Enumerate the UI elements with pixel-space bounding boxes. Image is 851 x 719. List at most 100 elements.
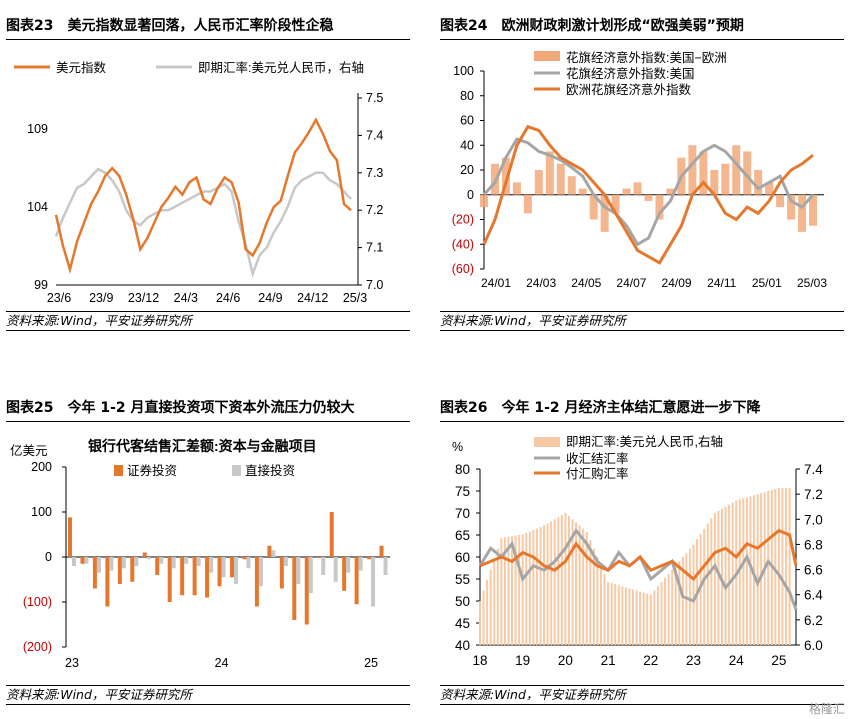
legend-label-usdcny: 即期汇率:美元兑人民币，右轴 xyxy=(198,60,364,75)
bar-spot-rate xyxy=(742,498,745,645)
bar-spot-rate xyxy=(589,540,592,645)
area-bar-us-minus-eu xyxy=(754,170,763,195)
x-tick-label: 20 xyxy=(558,653,573,668)
x-tick-label: 24/3 xyxy=(174,291,198,305)
area-bar-us-minus-eu xyxy=(545,151,554,195)
y-left-tick-label: 40 xyxy=(455,638,470,653)
series-line-purchase xyxy=(479,528,798,582)
y-right-tick-label: 7.5 xyxy=(366,91,383,105)
bar-spot-rate xyxy=(781,487,784,645)
y-right-tick-label: 7.3 xyxy=(366,166,383,180)
x-tick-label: 18 xyxy=(472,653,487,668)
area-bar-us-minus-eu xyxy=(732,145,741,195)
y-tick-label: (60) xyxy=(452,262,474,276)
y-right-tick-label: 7.4 xyxy=(366,128,383,142)
y-tick-label: (200) xyxy=(23,640,52,654)
figure-26-source: 资料来源:Wind，平安证券研究所 xyxy=(440,685,844,705)
bar-spot-rate xyxy=(724,506,727,645)
x-tick-label: 22 xyxy=(643,653,658,668)
bar-spot-rate xyxy=(646,593,649,645)
bar-spot-rate xyxy=(745,497,748,645)
area-bar-us-minus-eu xyxy=(644,194,653,201)
bar-fdi xyxy=(383,557,388,575)
legend-label-us: 花旗经济意外指数:美国 xyxy=(566,66,694,81)
bar-fdi xyxy=(146,557,151,560)
figure-24-title-bar: 图表24 欧洲财政刺激计划形成“欧强美弱”预期 xyxy=(440,15,844,40)
bar-spot-rate xyxy=(617,585,620,645)
bar-spot-rate xyxy=(607,582,610,645)
y-right-tick-label: 6.8 xyxy=(804,537,823,552)
area-bar-us-minus-eu xyxy=(501,157,510,195)
y-right-tick-label: 6.6 xyxy=(804,563,823,578)
x-tick-label: 24/03 xyxy=(526,276,556,290)
bar-fdi xyxy=(321,557,326,575)
area-bar-us-minus-eu xyxy=(710,170,719,195)
bar-fdi xyxy=(258,557,263,587)
area-bar-us-minus-eu xyxy=(523,194,532,214)
bar-fdi xyxy=(209,557,214,573)
x-tick-label: 25/01 xyxy=(752,276,782,290)
bar-securities xyxy=(167,557,172,602)
bar-securities xyxy=(180,557,185,596)
bar-securities xyxy=(367,557,372,560)
bar-fdi xyxy=(109,557,114,571)
bar-spot-rate xyxy=(507,536,510,645)
bar-securities xyxy=(317,557,322,558)
figure-24-number: 图表24 xyxy=(440,18,488,34)
y-tick-label: 60 xyxy=(460,114,474,128)
legend-swatch-us-minus-eu xyxy=(534,51,560,61)
bar-spot-rate xyxy=(532,529,535,645)
bar-spot-rate xyxy=(610,583,613,645)
bar-securities xyxy=(329,512,334,557)
series-line-eu xyxy=(482,124,814,265)
y-left-tick-label: 70 xyxy=(455,506,470,521)
x-tick-label: 25/03 xyxy=(797,276,827,290)
y-tick-label: 0 xyxy=(467,188,474,202)
bar-securities xyxy=(379,545,384,557)
legend-label-eu: 欧洲花旗经济意外指数 xyxy=(566,82,692,97)
figure-26-number: 图表26 xyxy=(440,400,488,416)
bar-securities xyxy=(142,552,147,557)
bar-spot-rate xyxy=(671,569,674,645)
bar-securities xyxy=(92,557,97,589)
x-tick-label: 19 xyxy=(515,653,530,668)
bar-spot-rate xyxy=(653,590,656,645)
bar-securities xyxy=(205,557,210,598)
figure-23-number: 图表23 xyxy=(6,18,54,34)
figure-24-source: 资料来源:Wind，平安证券研究所 xyxy=(440,311,844,331)
bar-fdi xyxy=(333,557,338,582)
legend-label-usd-index: 美元指数 xyxy=(56,60,107,75)
bar-spot-rate xyxy=(706,523,709,645)
bar-spot-rate xyxy=(582,528,585,645)
bar-securities xyxy=(117,557,122,584)
bar-spot-rate xyxy=(482,590,485,645)
bar-spot-rate xyxy=(503,537,506,645)
bar-spot-rate xyxy=(500,538,503,645)
series-line-usdcny xyxy=(54,167,352,279)
y-right-tick-label: 6.2 xyxy=(804,613,823,628)
bar-spot-rate xyxy=(713,513,716,645)
y-tick-label: (20) xyxy=(452,213,474,227)
y-left-tick-label: 99 xyxy=(34,278,48,292)
bar-fdi xyxy=(84,557,89,564)
bar-spot-rate xyxy=(557,517,560,645)
y-tick-label: 100 xyxy=(453,64,474,78)
area-bar-us-minus-eu xyxy=(809,194,818,226)
bar-spot-rate xyxy=(567,516,570,645)
area-bar-us-minus-eu xyxy=(765,182,774,195)
x-tick-label: 23/12 xyxy=(128,291,159,305)
x-tick-label: 24 xyxy=(729,653,745,668)
x-tick-label: 24/9 xyxy=(258,291,282,305)
bar-spot-rate xyxy=(756,494,759,645)
y-right-tick-label: 7.1 xyxy=(366,241,383,255)
bar-fdi xyxy=(296,557,301,584)
bar-securities xyxy=(155,557,160,575)
bar-spot-rate xyxy=(767,491,770,645)
bar-spot-rate xyxy=(749,496,752,645)
bar-spot-rate xyxy=(678,561,681,645)
bar-spot-rate xyxy=(564,513,567,645)
area-bar-us-minus-eu xyxy=(666,188,675,195)
x-tick-label: 24/11 xyxy=(707,276,736,290)
bar-spot-rate xyxy=(785,487,788,645)
bar-spot-rate xyxy=(688,548,691,645)
